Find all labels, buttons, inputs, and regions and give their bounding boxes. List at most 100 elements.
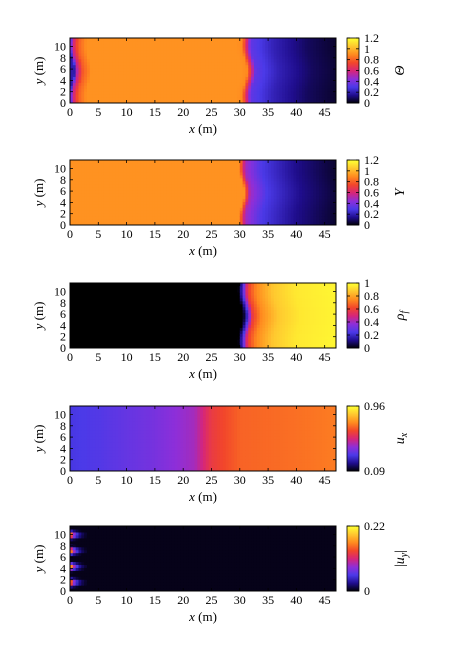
heatmap-cell	[135, 204, 139, 208]
heatmap-cell	[265, 79, 269, 83]
heatmap-cell	[177, 85, 181, 89]
heatmap-cell	[92, 207, 97, 211]
heatmap-cell	[265, 210, 269, 214]
heatmap-cell	[86, 70, 91, 75]
heatmap-cell	[174, 88, 179, 92]
heatmap-cell	[205, 82, 210, 86]
heatmap-cell	[290, 210, 295, 214]
heatmap-cell	[296, 198, 300, 202]
heatmap-cell	[135, 97, 139, 101]
heatmap-cell	[132, 285, 136, 290]
heatmap-cell	[129, 207, 133, 211]
heatmap-cell	[265, 160, 269, 164]
heatmap-cell	[135, 40, 139, 45]
heatmap-cell	[103, 306, 108, 311]
heatmap-cell	[194, 73, 198, 77]
heatmap-cell	[163, 174, 167, 179]
heatmap-cell	[120, 192, 125, 197]
heatmap-cell	[186, 180, 190, 185]
heatmap-cell	[279, 204, 283, 208]
heatmap-cell	[129, 79, 133, 83]
heatmap-cell	[262, 91, 266, 95]
heatmap-cell	[98, 309, 102, 314]
heatmap-cell	[101, 46, 105, 51]
heatmap-cell	[92, 82, 97, 86]
heatmap-cell	[228, 201, 232, 205]
heatmap-cell	[200, 91, 204, 95]
heatmap-cell	[225, 38, 230, 42]
heatmap-cell	[75, 285, 80, 290]
heatmap-cell	[129, 336, 133, 340]
heatmap-cell	[316, 76, 320, 80]
heatmap-cell	[180, 198, 184, 202]
heatmap-cell	[126, 342, 131, 346]
heatmap-cell	[239, 180, 244, 185]
heatmap-cell	[154, 64, 159, 69]
heatmap-cell	[270, 43, 275, 48]
heatmap-cell	[163, 52, 167, 57]
colorbar-swatch	[347, 222, 359, 225]
heatmap-cell	[228, 183, 232, 188]
heatmap-cell	[285, 210, 289, 214]
heatmap-cell	[98, 67, 102, 72]
heatmap-cell	[231, 61, 235, 66]
heatmap-cell	[293, 207, 297, 211]
colorbar-swatch	[347, 45, 359, 48]
heatmap-cell	[330, 94, 334, 98]
heatmap-cell	[222, 162, 227, 167]
heatmap-cell	[132, 38, 136, 42]
heatmap-cell	[205, 76, 210, 80]
heatmap-cell	[137, 76, 142, 80]
heatmap-cell	[86, 333, 91, 337]
heatmap-cell	[200, 85, 204, 89]
heatmap-cell	[169, 79, 173, 83]
heatmap-cell	[101, 315, 105, 320]
heatmap-cell	[307, 88, 312, 92]
heatmap-cell	[203, 76, 207, 80]
heatmap-cell	[197, 210, 201, 214]
heatmap-cell	[307, 195, 312, 199]
heatmap-cell	[183, 201, 187, 205]
heatmap-cell	[296, 97, 300, 101]
heatmap-cell	[118, 52, 122, 57]
heatmap-cell	[214, 52, 218, 57]
heatmap-cell	[319, 216, 323, 220]
colorbar-swatch	[347, 184, 359, 187]
heatmap-cell	[327, 219, 331, 223]
heatmap-cell	[304, 174, 309, 179]
heatmap-cell	[327, 210, 331, 214]
heatmap-cell	[123, 201, 128, 205]
heatmap-cell	[92, 76, 97, 80]
heatmap-cell	[231, 168, 235, 173]
heatmap-cell	[200, 70, 204, 75]
heatmap-cell	[106, 192, 111, 197]
heatmap-cell	[217, 67, 221, 72]
heatmap-cell	[205, 67, 210, 72]
heatmap-cell	[70, 198, 74, 202]
heatmap-cell	[166, 213, 170, 217]
heatmap-cell	[137, 88, 142, 92]
heatmap-cell	[109, 49, 114, 54]
heatmap-cell	[248, 183, 252, 188]
heatmap-cell	[273, 49, 278, 54]
heatmap-cell	[92, 330, 97, 334]
heatmap-cell	[163, 64, 167, 69]
heatmap-cell	[174, 67, 179, 72]
heatmap-cell	[95, 49, 99, 54]
heatmap-cell	[248, 55, 252, 60]
heatmap-cell	[234, 180, 238, 185]
heatmap-cell	[239, 46, 244, 51]
heatmap-cell	[282, 91, 286, 95]
heatmap-cell	[160, 91, 164, 95]
heatmap-cell	[86, 91, 91, 95]
heatmap-cell	[293, 52, 297, 57]
heatmap-cell	[146, 213, 150, 217]
heatmap-cell	[262, 70, 266, 75]
heatmap-cell	[282, 201, 286, 205]
heatmap-cell	[92, 183, 97, 188]
heatmap-cell	[293, 186, 297, 191]
heatmap-cell	[217, 195, 221, 199]
heatmap-cell	[205, 168, 210, 173]
heatmap-cell	[72, 43, 77, 48]
heatmap-cell	[310, 174, 314, 179]
